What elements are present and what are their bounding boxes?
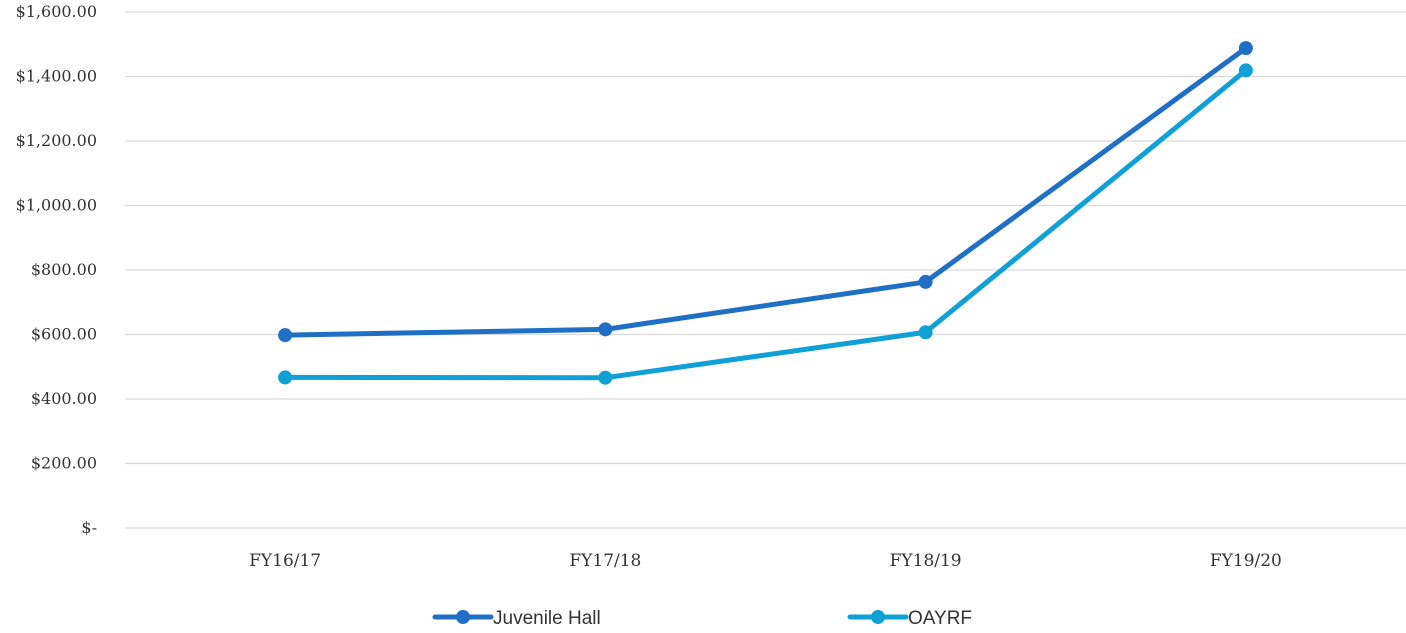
x-tick-label: FY19/20 [1210,551,1282,571]
series [278,41,1253,343]
y-tick-label: $1,000.00 [16,196,97,215]
data-point [278,328,293,343]
legend-label: OAYRF [908,608,972,629]
x-tick-label: FY17/18 [569,551,641,571]
series-lines [278,41,1253,385]
y-tick-label: $1,200.00 [16,131,97,150]
series [278,63,1253,385]
x-axis-category-labels: FY16/17 FY17/18 FY18/19 FY19/20 [249,551,1282,571]
legend-item: OAYRF [847,608,972,629]
y-axis-tick-labels: $- $200.00 $400.00 $600.00 $800.00 $1,000.00 $… [16,2,97,537]
series-line [282,67,1249,381]
legend-item: Juvenile Hall [432,608,601,629]
data-point [278,370,293,385]
y-tick-label: $600.00 [31,325,97,344]
y-tick-label: $1,600.00 [16,2,97,21]
data-point [918,325,933,340]
x-tick-label: FY18/19 [890,551,962,571]
y-tick-label: $200.00 [31,454,97,473]
legend-marker [871,610,885,624]
y-tick-label: $400.00 [31,389,97,408]
legend: Juvenile Hall OAYRF [432,608,972,629]
data-point [918,274,933,289]
legend-label: Juvenile Hall [493,608,601,629]
x-tick-label: FY16/17 [249,551,321,571]
data-point [598,370,613,385]
data-point [1238,41,1253,56]
series-line [282,45,1249,338]
gridlines [125,11,1406,529]
data-point [598,322,613,337]
y-tick-label: $1,400.00 [16,67,97,86]
legend-marker [456,610,470,624]
y-tick-label: $- [81,518,97,537]
y-tick-label: $800.00 [31,260,97,279]
data-point [1238,63,1253,78]
